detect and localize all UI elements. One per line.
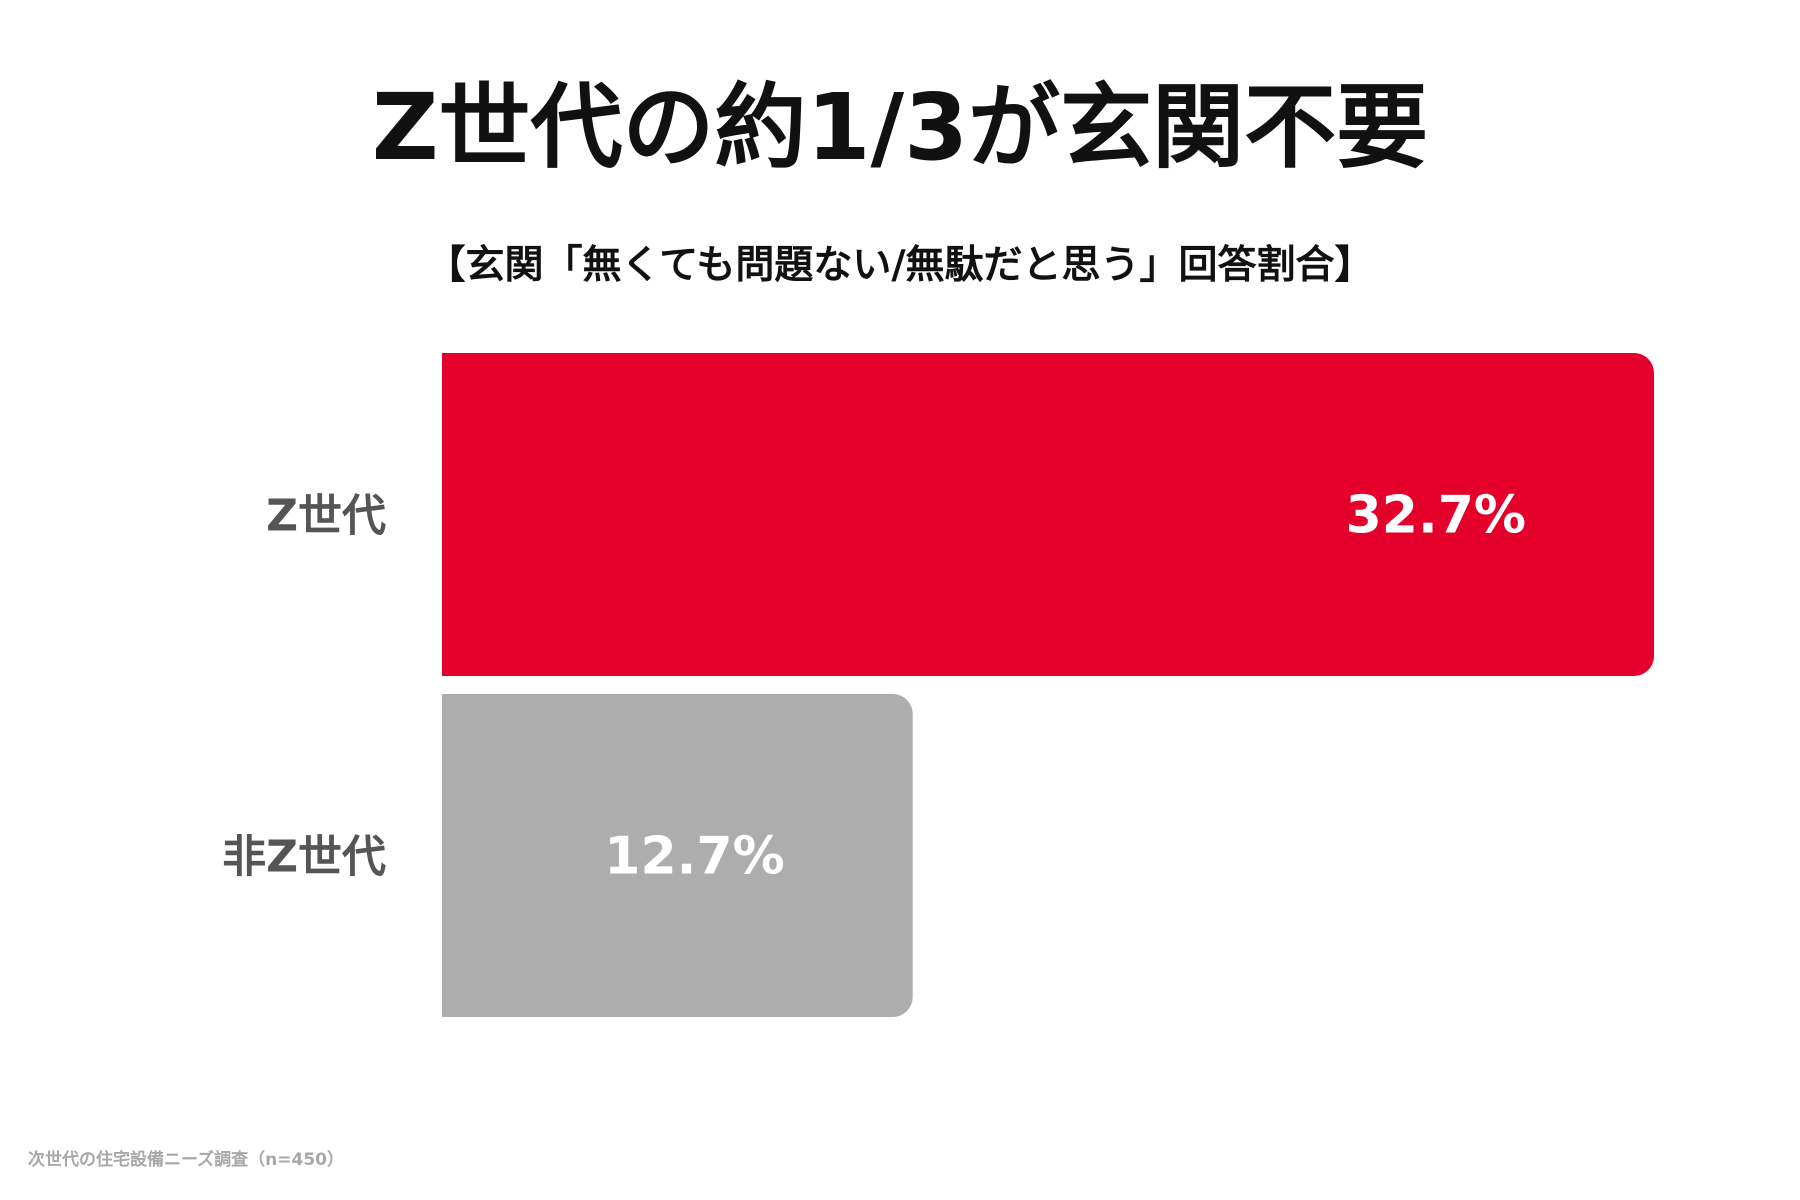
chart-subtitle: 【玄関「無くても問題ない/無駄だと思う」回答割合】	[426, 243, 1374, 288]
chart-title: Z世代の約1/3が玄関不要	[371, 74, 1429, 181]
value-label: 32.7%	[1346, 486, 1526, 546]
category-label: 非Z世代	[222, 832, 386, 883]
bar-1	[442, 353, 1654, 676]
value-label: 12.7%	[604, 827, 784, 887]
bar-2	[442, 694, 913, 1017]
category-label: Z世代	[266, 491, 386, 542]
source-note: 次世代の住宅設備ニーズ調査（n=450）	[28, 1150, 344, 1170]
